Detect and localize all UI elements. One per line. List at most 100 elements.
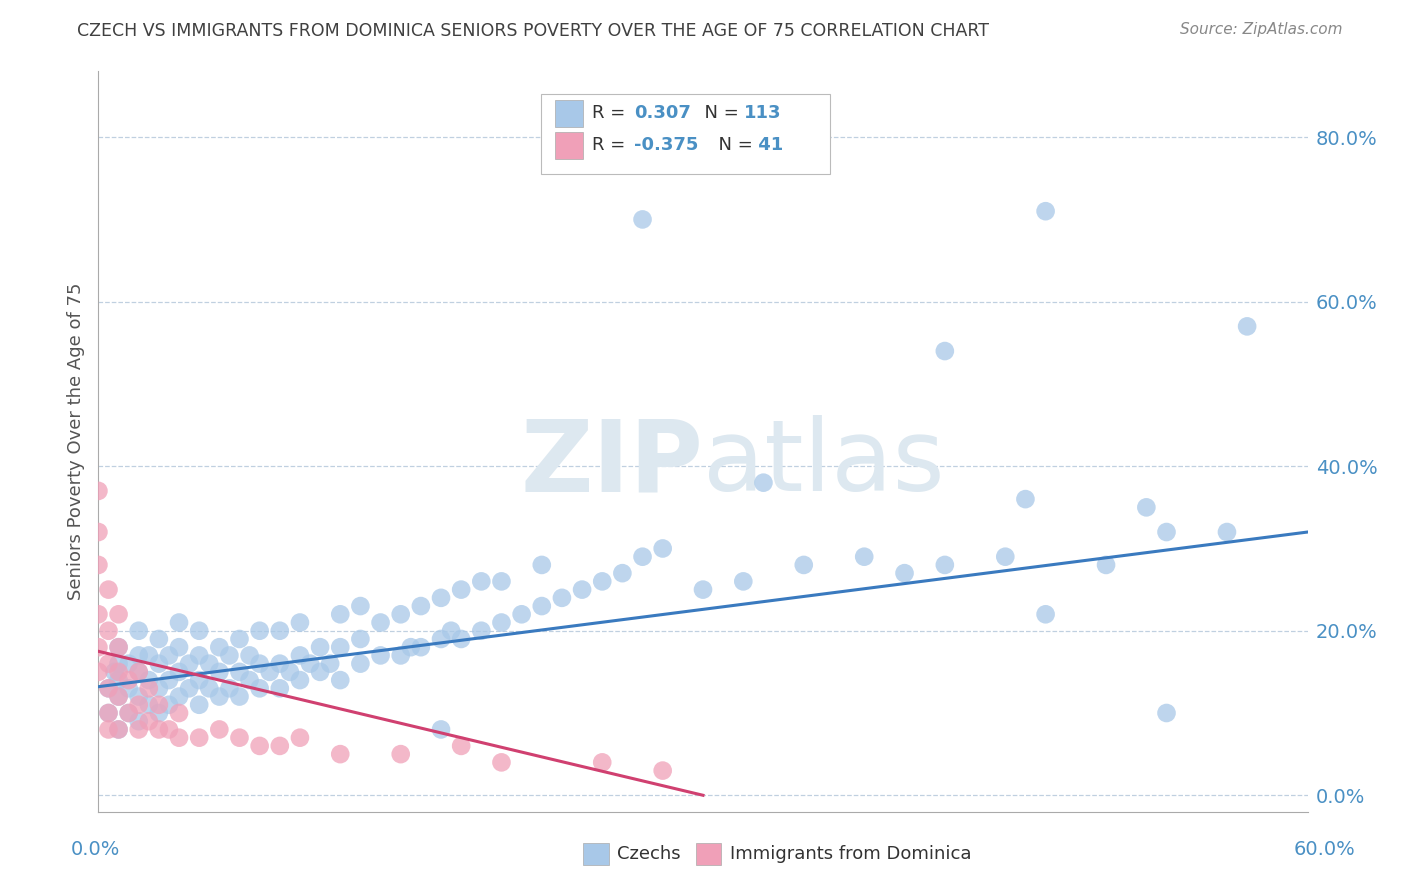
Point <box>733 574 755 589</box>
Point <box>893 566 915 581</box>
Point <box>1135 500 1157 515</box>
Point <box>239 648 262 663</box>
Point <box>107 690 129 704</box>
Point <box>1156 524 1178 539</box>
Point <box>319 657 342 671</box>
Point <box>118 681 141 696</box>
Point <box>188 624 211 638</box>
Point <box>409 599 432 613</box>
Point <box>107 640 129 655</box>
Point <box>157 648 180 663</box>
Point <box>208 723 231 737</box>
Point <box>118 657 141 671</box>
Point <box>118 706 141 720</box>
Text: 41: 41 <box>752 136 783 154</box>
Point <box>1035 204 1057 219</box>
Point <box>208 665 231 679</box>
Text: Immigrants from Dominica: Immigrants from Dominica <box>730 845 972 863</box>
Point <box>107 673 129 687</box>
Point <box>128 714 150 729</box>
Point <box>107 723 129 737</box>
Point <box>309 640 332 655</box>
Point <box>118 706 141 720</box>
Point <box>87 607 110 622</box>
Point <box>107 665 129 679</box>
Point <box>167 615 190 630</box>
Point <box>551 591 574 605</box>
Point <box>288 673 311 687</box>
Point <box>591 574 613 589</box>
Point <box>198 657 221 671</box>
Point <box>138 714 160 729</box>
Point <box>470 574 492 589</box>
Point <box>188 673 211 687</box>
Point <box>208 690 231 704</box>
Point <box>853 549 876 564</box>
Point <box>288 648 311 663</box>
Point <box>128 698 150 712</box>
Point <box>651 541 673 556</box>
Point <box>370 648 392 663</box>
Point <box>157 673 180 687</box>
Point <box>148 723 170 737</box>
Point <box>450 582 472 597</box>
Point <box>591 756 613 770</box>
Point <box>228 632 250 646</box>
Point <box>450 739 472 753</box>
Point <box>167 640 190 655</box>
Point <box>349 632 371 646</box>
Point <box>128 665 150 679</box>
Point <box>440 624 463 638</box>
Point <box>198 681 221 696</box>
Point <box>188 731 211 745</box>
Text: Source: ZipAtlas.com: Source: ZipAtlas.com <box>1180 22 1343 37</box>
Point <box>399 640 422 655</box>
Point <box>148 681 170 696</box>
Point <box>288 731 311 745</box>
Point <box>167 706 190 720</box>
Point <box>269 657 291 671</box>
Point <box>491 756 513 770</box>
Point <box>249 657 271 671</box>
Y-axis label: Seniors Poverty Over the Age of 75: Seniors Poverty Over the Age of 75 <box>66 283 84 600</box>
Point <box>612 566 634 581</box>
Point <box>167 690 190 704</box>
Text: ZIP: ZIP <box>520 416 703 512</box>
Point <box>128 665 150 679</box>
Point <box>249 681 271 696</box>
Point <box>228 731 250 745</box>
Point <box>97 624 120 638</box>
Point <box>793 558 815 572</box>
Text: N =: N = <box>693 104 745 122</box>
Point <box>128 723 150 737</box>
Text: 60.0%: 60.0% <box>1294 839 1355 858</box>
Point <box>994 549 1017 564</box>
Text: R =: R = <box>592 136 631 154</box>
Point <box>450 632 472 646</box>
Point <box>1156 706 1178 720</box>
Point <box>1035 607 1057 622</box>
Point <box>1216 524 1239 539</box>
Text: R =: R = <box>592 104 631 122</box>
Point <box>97 657 120 671</box>
Point <box>167 731 190 745</box>
Point <box>510 607 533 622</box>
Point <box>259 665 281 679</box>
Point <box>631 212 654 227</box>
Point <box>934 344 956 359</box>
Text: 0.307: 0.307 <box>634 104 690 122</box>
Point <box>107 723 129 737</box>
Point <box>188 698 211 712</box>
Point <box>87 558 110 572</box>
Point <box>87 483 110 498</box>
Point <box>430 723 453 737</box>
Point <box>179 681 201 696</box>
Text: -0.375: -0.375 <box>634 136 699 154</box>
Point <box>631 549 654 564</box>
Point <box>249 739 271 753</box>
Point <box>167 665 190 679</box>
Point <box>128 624 150 638</box>
Point <box>752 475 775 490</box>
Point <box>409 640 432 655</box>
Point <box>389 747 412 761</box>
